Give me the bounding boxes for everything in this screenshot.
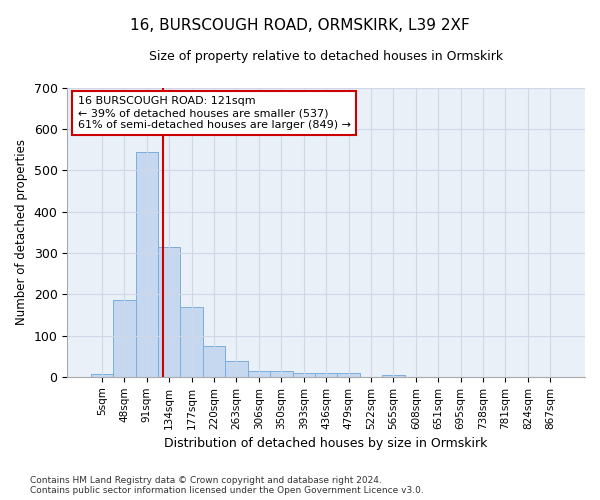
Bar	[203, 346, 225, 377]
Bar	[158, 247, 181, 377]
Text: 16, BURSCOUGH ROAD, ORMSKIRK, L39 2XF: 16, BURSCOUGH ROAD, ORMSKIRK, L39 2XF	[130, 18, 470, 32]
Bar	[270, 370, 293, 377]
Bar	[248, 370, 270, 377]
Bar	[382, 375, 404, 377]
Bar	[136, 152, 158, 377]
Y-axis label: Number of detached properties: Number of detached properties	[15, 140, 28, 326]
Title: Size of property relative to detached houses in Ormskirk: Size of property relative to detached ho…	[149, 50, 503, 63]
Bar	[91, 374, 113, 377]
Bar	[293, 372, 315, 377]
Text: Contains HM Land Registry data © Crown copyright and database right 2024.
Contai: Contains HM Land Registry data © Crown c…	[30, 476, 424, 495]
Bar	[225, 361, 248, 377]
X-axis label: Distribution of detached houses by size in Ormskirk: Distribution of detached houses by size …	[164, 437, 488, 450]
Text: 16 BURSCOUGH ROAD: 121sqm
← 39% of detached houses are smaller (537)
61% of semi: 16 BURSCOUGH ROAD: 121sqm ← 39% of detac…	[77, 96, 350, 130]
Bar	[113, 300, 136, 377]
Bar	[315, 372, 337, 377]
Bar	[181, 308, 203, 377]
Bar	[337, 372, 360, 377]
